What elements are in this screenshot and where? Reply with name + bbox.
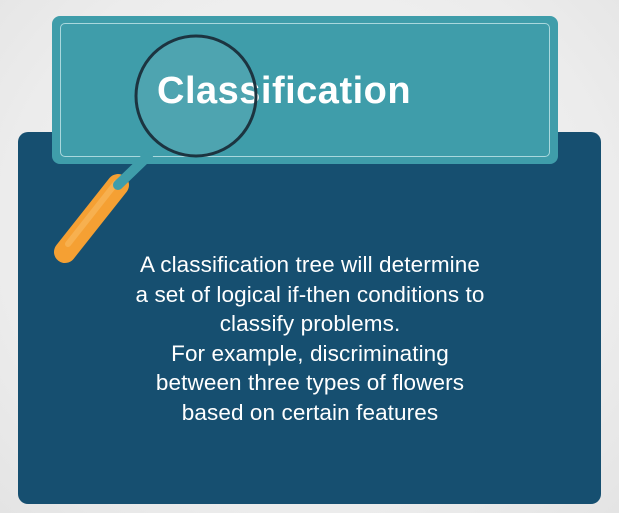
description-line: based on certain features xyxy=(181,399,439,425)
description-line: For example, discriminating xyxy=(171,340,449,366)
title-banner-frame xyxy=(60,23,550,157)
description-line: a set of logical if-then conditions to xyxy=(135,281,485,307)
description-line: A classification tree will determine xyxy=(140,252,480,277)
magnifier-handle-highlight xyxy=(65,180,119,247)
magnifier-lens xyxy=(134,34,258,158)
description-line: classify problems. xyxy=(219,311,401,336)
description-line: between three types of flowers xyxy=(155,370,465,395)
magnifier-neck xyxy=(113,151,153,190)
slide-title: Classification xyxy=(157,70,412,112)
description-text: A classification tree will determine a s… xyxy=(60,250,560,427)
